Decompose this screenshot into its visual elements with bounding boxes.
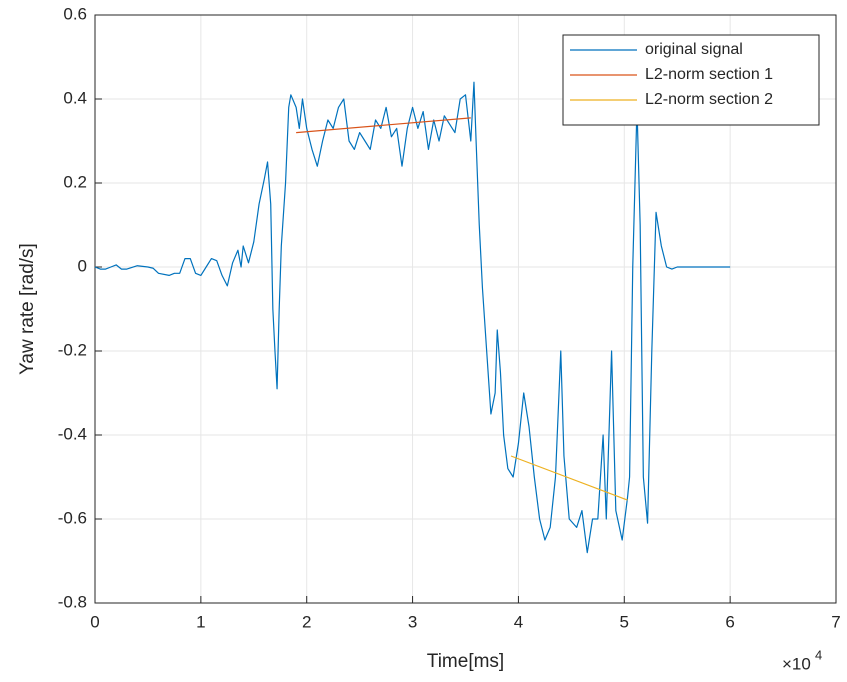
y-tick-label: -0.6 [58, 508, 87, 527]
series-line [296, 117, 471, 134]
y-tick-label: 0.2 [63, 172, 87, 191]
y-axis-label: Yaw rate [rad/s] [17, 243, 38, 375]
legend-label: L2-norm section 1 [645, 66, 773, 83]
x-multiplier-exponent: 4 [815, 647, 822, 662]
x-tick-label: 1 [196, 612, 205, 631]
x-tick-label: 6 [725, 612, 734, 631]
x-tick-label: 2 [302, 612, 311, 631]
y-tick-label: -0.8 [58, 592, 87, 611]
y-tick-label: 0.6 [63, 4, 87, 23]
y-tick-label: -0.4 [58, 424, 87, 443]
y-tick-label: -0.2 [58, 340, 87, 359]
legend-label: L2-norm section 2 [645, 91, 773, 108]
plot-box [94, 14, 837, 604]
x-axis-label: Time[ms] [427, 651, 504, 672]
y-tick-label: 0.4 [63, 88, 87, 107]
legend-label: original signal [645, 41, 743, 58]
x-tick-label: 7 [831, 612, 840, 631]
x-tick-label: 4 [514, 612, 523, 631]
x-tick-label: 0 [90, 612, 99, 631]
x-tick-label: 3 [408, 612, 417, 631]
legend: original signal L2-norm section 1 L2-norm … [562, 34, 820, 126]
series-line [510, 455, 628, 501]
series-line [94, 81, 731, 554]
x-tick-label: 5 [620, 612, 629, 631]
y-tick-label: 0 [78, 256, 87, 275]
x-multiplier: ×10 [782, 654, 811, 673]
